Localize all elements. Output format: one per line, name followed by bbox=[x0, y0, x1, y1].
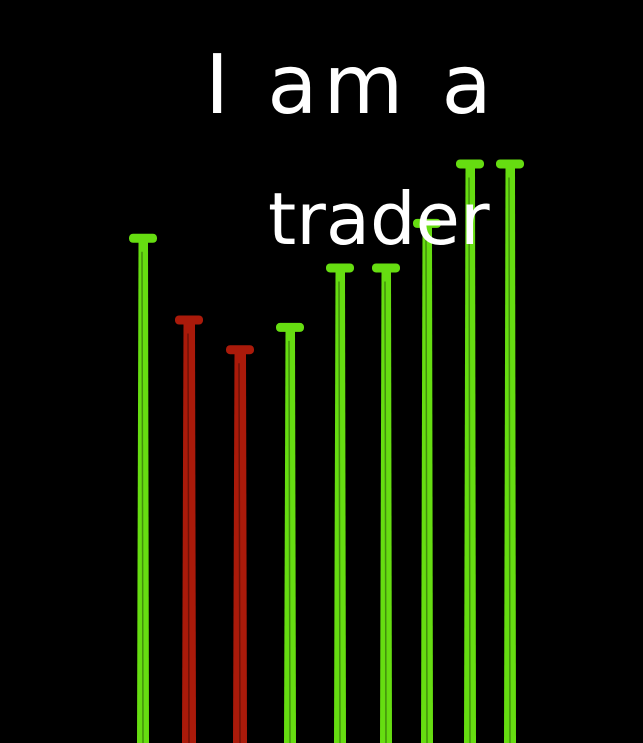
bar-texture bbox=[141, 251, 144, 743]
bar-2-down bbox=[175, 315, 203, 743]
bar-cap bbox=[413, 218, 441, 228]
bar-7-up bbox=[413, 218, 441, 743]
bar-texture bbox=[384, 281, 387, 743]
bar-body bbox=[464, 167, 476, 743]
bar-body bbox=[233, 353, 247, 743]
bar-texture bbox=[425, 236, 428, 743]
bar-texture bbox=[468, 177, 471, 743]
bar-cap bbox=[129, 233, 157, 243]
bar-8-up bbox=[456, 159, 484, 743]
caption: I am a trader bbox=[205, 38, 498, 261]
bars-group bbox=[129, 159, 524, 743]
bar-body bbox=[421, 226, 433, 743]
bar-cap bbox=[372, 263, 400, 273]
caption-line-2: trader bbox=[268, 177, 490, 261]
bar-texture bbox=[288, 340, 291, 743]
bar-body bbox=[380, 271, 392, 743]
bar-6-up bbox=[372, 263, 400, 743]
bar-cap bbox=[326, 263, 354, 273]
bar-cap bbox=[175, 315, 203, 325]
bar-cap bbox=[496, 159, 524, 169]
bar-texture bbox=[238, 363, 241, 743]
bar-body bbox=[334, 271, 346, 743]
bar-cap bbox=[276, 322, 304, 332]
bar-4-up bbox=[276, 322, 304, 743]
bar-texture bbox=[508, 177, 511, 743]
bar-body bbox=[284, 330, 296, 743]
bar-cap bbox=[456, 159, 484, 169]
bar-texture bbox=[338, 281, 341, 743]
bar-5-up bbox=[326, 263, 354, 743]
bar-body bbox=[504, 167, 516, 743]
bar-body bbox=[182, 323, 196, 743]
caption-line-1: I am a bbox=[205, 38, 498, 133]
bar-body bbox=[137, 241, 149, 743]
bar-9-up bbox=[496, 159, 524, 743]
bar-1-up bbox=[129, 233, 157, 743]
bar-3-down bbox=[226, 345, 254, 743]
bar-cap bbox=[226, 345, 254, 355]
bar-texture bbox=[187, 333, 190, 743]
